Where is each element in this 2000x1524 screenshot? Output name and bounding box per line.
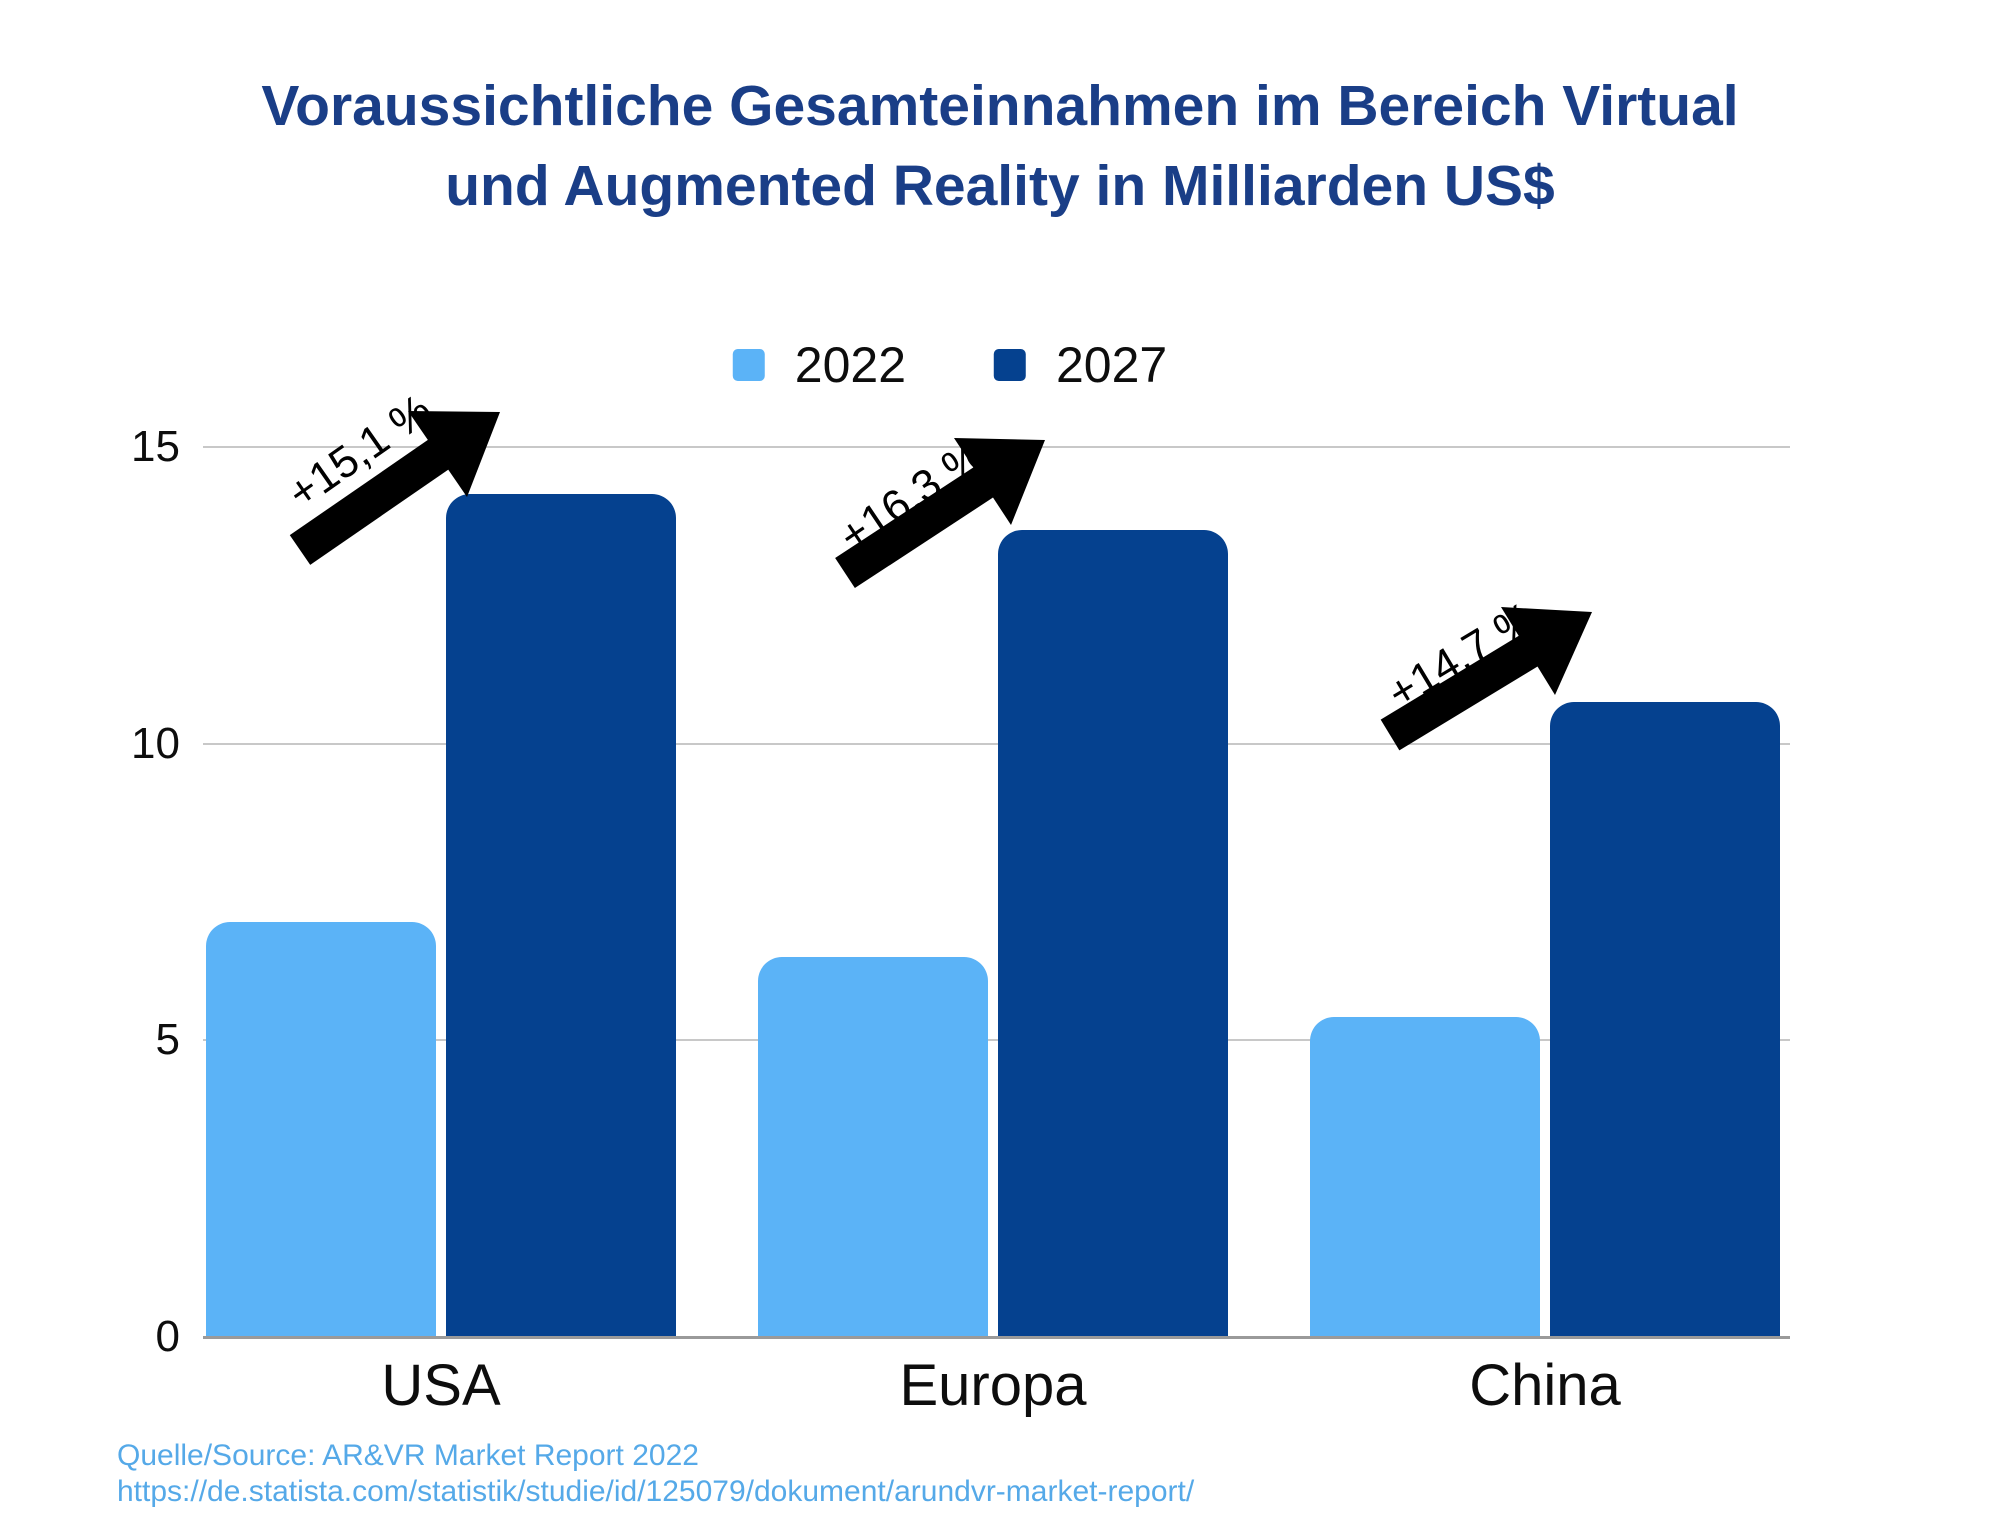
category-label-usa: USA <box>381 1353 501 1418</box>
legend-swatch-2022-icon <box>732 349 765 381</box>
x-axis-line <box>203 1336 1790 1339</box>
bar-europa-2022 <box>758 957 988 1337</box>
legend-swatch-2027-icon <box>994 349 1026 381</box>
y-axis-label-10: 10 <box>131 718 180 768</box>
y-axis-label-0: 0 <box>155 1312 180 1361</box>
legend: 2022 2027 <box>732 336 1167 394</box>
bar-usa-2027 <box>446 494 676 1337</box>
y-axis-label-15: 15 <box>131 422 180 471</box>
legend-label-2022: 2022 <box>794 337 906 393</box>
chart-title-line-2: und Augmented Reality in Milliarden US$ <box>445 154 1555 218</box>
bar-usa-2022 <box>206 921 436 1337</box>
chart-title-line-1: Voraussichtliche Gesamteinnahmen im Bere… <box>261 74 1739 138</box>
chart-title: Voraussichtliche Gesamteinnahmen im Bere… <box>0 66 2000 226</box>
bar-china-2027 <box>1550 702 1780 1337</box>
category-label-europa: Europa <box>899 1353 1087 1418</box>
y-axis-label-5: 5 <box>155 1015 180 1065</box>
source-attribution: Quelle/Source: AR&VR Market Report 2022 … <box>117 1438 1194 1510</box>
legend-item-2027: 2027 <box>994 336 1167 394</box>
bar-europa-2027 <box>998 530 1228 1337</box>
source-url: https://de.statista.com/statistik/studie… <box>117 1475 1195 1508</box>
legend-item-2022: 2022 <box>732 336 906 394</box>
bar-china-2022 <box>1310 1016 1540 1337</box>
gridline-10 <box>203 742 1790 745</box>
source-line: Quelle/Source: AR&VR Market Report 2022 <box>117 1439 699 1472</box>
gridline-5 <box>203 1039 1790 1042</box>
category-label-china: China <box>1469 1353 1621 1418</box>
legend-label-2027: 2027 <box>1056 337 1168 393</box>
